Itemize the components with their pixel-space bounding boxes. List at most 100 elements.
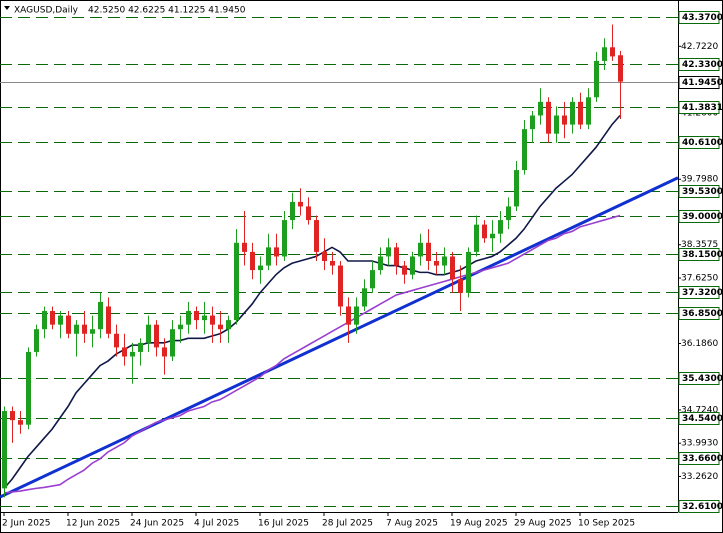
candle-body [386,247,391,257]
candle-body [82,324,87,334]
candle-body [146,324,151,343]
candle-body [402,265,407,275]
candle-body [418,242,423,257]
level-label: 42.3300 [682,60,723,70]
candle-body [194,311,199,321]
x-tick-label: 2 Jun 2025 [2,519,50,529]
candle-body [378,256,383,271]
candle-body [354,306,359,325]
candle-body [594,60,599,98]
y-tick-label: 34.7240 [681,405,718,415]
candle-body [258,265,263,271]
level-label-box [678,452,720,465]
candle-body [122,347,127,357]
candle-body [114,333,119,348]
x-tick-label: 10 Sep 2025 [578,519,635,529]
title-arrow [4,6,10,10]
candle-body [242,242,247,252]
candle-body [578,101,583,125]
level-label: 33.6600 [682,454,723,464]
candle-body [186,311,191,325]
moving-average [3,214,621,494]
candle-body [250,251,255,271]
candle-body [434,261,439,266]
level-label: 37.3200 [682,288,723,298]
candle-body [218,324,223,330]
candle-body [394,247,399,266]
x-tick-label: 4 Jul 2025 [194,519,239,529]
level-label: 36.8500 [682,309,723,319]
candle-body [474,224,479,252]
y-tick-label: 42.7220 [681,42,718,52]
level-label-box [678,372,720,385]
last-price-box [678,76,720,89]
candle-body [2,411,7,489]
candle-body [26,351,31,425]
x-tick-label: 29 Aug 2025 [514,519,572,529]
candle-body [410,256,415,275]
candle-body [602,47,607,61]
candle-body [506,206,511,221]
chart-title: XAGUSD,Daily [14,6,79,16]
candle-body [130,351,135,357]
level-label: 38.1500 [682,250,723,260]
candle-body [162,347,167,357]
candle-body [154,324,159,348]
y-tick-label: 38.3575 [681,240,718,250]
level-label: 43.3700 [682,13,723,23]
candle-body [90,329,95,334]
moving-average [3,114,621,489]
level-label-box [678,58,720,71]
x-tick-label: 24 Jun 2025 [130,519,184,529]
candle-body [554,115,559,134]
y-tick-label: 36.1860 [681,339,718,349]
candle-body [458,279,463,293]
candle-body [562,115,567,125]
candle-body [514,170,519,207]
candle-body [546,101,551,134]
candle-body [490,233,495,239]
candle-body [570,101,575,125]
trendline [0,176,679,499]
candle-body [42,311,47,330]
candle-body [346,306,351,325]
candle-body [466,251,471,293]
level-label-box [678,210,720,223]
candle-body [522,129,527,171]
candle-body [362,288,367,307]
candle-body [210,315,215,325]
last-price-label: 41.9450 [682,78,723,88]
level-label-box [678,248,720,261]
candle-body [74,324,79,334]
y-tick-label: 37.6250 [681,274,718,284]
level-label: 32.6100 [682,502,723,512]
candle-body [314,220,319,252]
level-label-box [678,286,720,299]
candle-body [586,97,591,125]
level-label: 39.0000 [682,212,723,222]
candle-body [106,306,111,334]
candle-body [10,411,15,421]
y-tick-label: 33.2620 [681,472,718,482]
candle-body [226,320,231,330]
candle-body [138,342,143,352]
candle-body [34,329,39,352]
candle-body [18,420,23,425]
candle-body [618,55,623,82]
candle-body [498,220,503,234]
candle-body [370,270,375,289]
x-tick-label: 16 Jul 2025 [258,519,309,529]
candle-body [274,247,279,257]
ohlc-readout: 42.5250 42.6225 41.1225 41.9450 [88,6,246,16]
y-tick-label: 33.9930 [681,439,718,449]
level-label-box [678,412,720,425]
x-tick-label: 12 Jun 2025 [66,519,120,529]
candle-body [482,224,487,239]
level-label-box [678,101,720,114]
candle-body [234,242,239,321]
level-label: 40.6100 [682,138,723,148]
candle-body [442,256,447,266]
